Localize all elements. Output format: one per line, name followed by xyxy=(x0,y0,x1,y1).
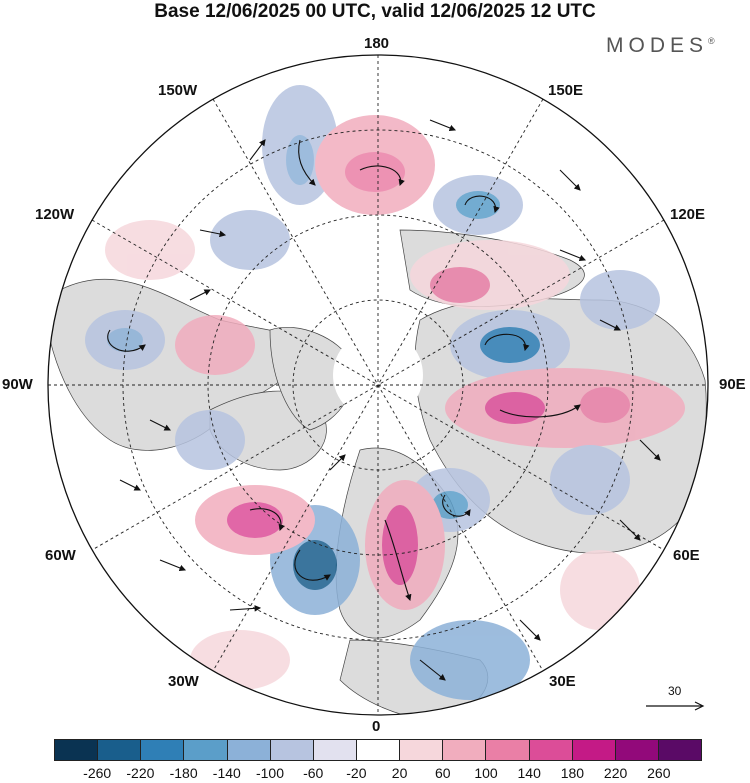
colorbar-tick-label: 220 xyxy=(603,765,628,781)
map-title: Base 12/06/2025 00 UTC, valid 12/06/2025… xyxy=(154,1,596,22)
colorbar-swatch xyxy=(227,740,271,760)
colorbar-tick-label: 260 xyxy=(647,765,671,781)
graticule xyxy=(48,55,708,715)
wind-vectors xyxy=(107,119,661,681)
label-0: 0 xyxy=(372,718,381,735)
label-150w: 150W xyxy=(158,82,198,99)
colorbar-swatch xyxy=(400,740,444,760)
colorbar-swatch xyxy=(443,740,487,760)
vector-reference-label: 30 xyxy=(668,684,682,698)
colorbar-tick-label: -60 xyxy=(303,765,324,781)
colorbar-swatch xyxy=(529,740,573,760)
brand-mark: ® xyxy=(708,36,715,46)
colorbar-swatch xyxy=(572,740,616,760)
colorbar-swatch xyxy=(141,740,185,760)
label-60w: 60W xyxy=(45,547,76,564)
colorbar-ticks: -260 -220 -180 -140 -100 -60 -20 20 60 100 140 180 2… xyxy=(0,765,750,783)
colorbar-swatch xyxy=(356,740,401,760)
colorbar-swatch xyxy=(55,740,99,760)
colorbar-swatch xyxy=(98,740,142,760)
label-180: 180 xyxy=(364,35,390,52)
colorbar-swatch xyxy=(184,740,228,760)
colorbar-tick-label: 180 xyxy=(560,765,585,781)
polar-map xyxy=(47,54,709,716)
brand-logo: MODES® xyxy=(606,34,715,58)
colorbar-swatch xyxy=(313,740,357,760)
colorbar-tick-label: 20 xyxy=(391,765,408,781)
colorbar-swatch xyxy=(658,740,702,760)
field-layer xyxy=(48,55,708,715)
anomaly-shading xyxy=(85,85,685,700)
colorbar-swatch xyxy=(615,740,659,760)
colorbar-tick-label: -180 xyxy=(169,765,198,781)
label-60e: 60E xyxy=(673,547,700,564)
label-120w: 120W xyxy=(35,206,75,223)
colorbar-tick-label: -20 xyxy=(346,765,367,781)
label-150e: 150E xyxy=(548,82,584,99)
colorbar-tick-label: -100 xyxy=(255,765,285,781)
label-30w: 30W xyxy=(168,673,199,690)
label-90e: 90E xyxy=(719,376,746,393)
label-30e: 30E xyxy=(549,673,576,690)
colorbar-tick-label: 60 xyxy=(435,765,451,781)
map-frame xyxy=(47,54,709,716)
colorbar-swatch xyxy=(270,740,314,760)
colorbar xyxy=(54,739,702,761)
colorbar-tick-label: 100 xyxy=(474,765,498,781)
label-120e: 120E xyxy=(670,206,706,223)
colorbar-tick-label: -260 xyxy=(83,765,112,781)
colorbar-tick-label: 140 xyxy=(517,765,541,781)
colorbar-tick-label: -220 xyxy=(126,765,155,781)
label-90w: 90W xyxy=(2,376,33,393)
vector-reference: 30 xyxy=(646,684,705,711)
colorbar-tick-label: -140 xyxy=(212,765,241,781)
brand-name: MODES xyxy=(606,34,709,57)
colorbar-swatch xyxy=(486,740,530,760)
